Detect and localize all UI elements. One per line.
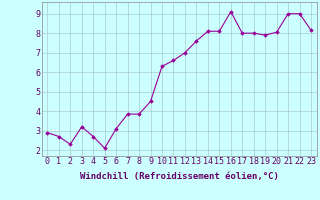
- X-axis label: Windchill (Refroidissement éolien,°C): Windchill (Refroidissement éolien,°C): [80, 172, 279, 181]
